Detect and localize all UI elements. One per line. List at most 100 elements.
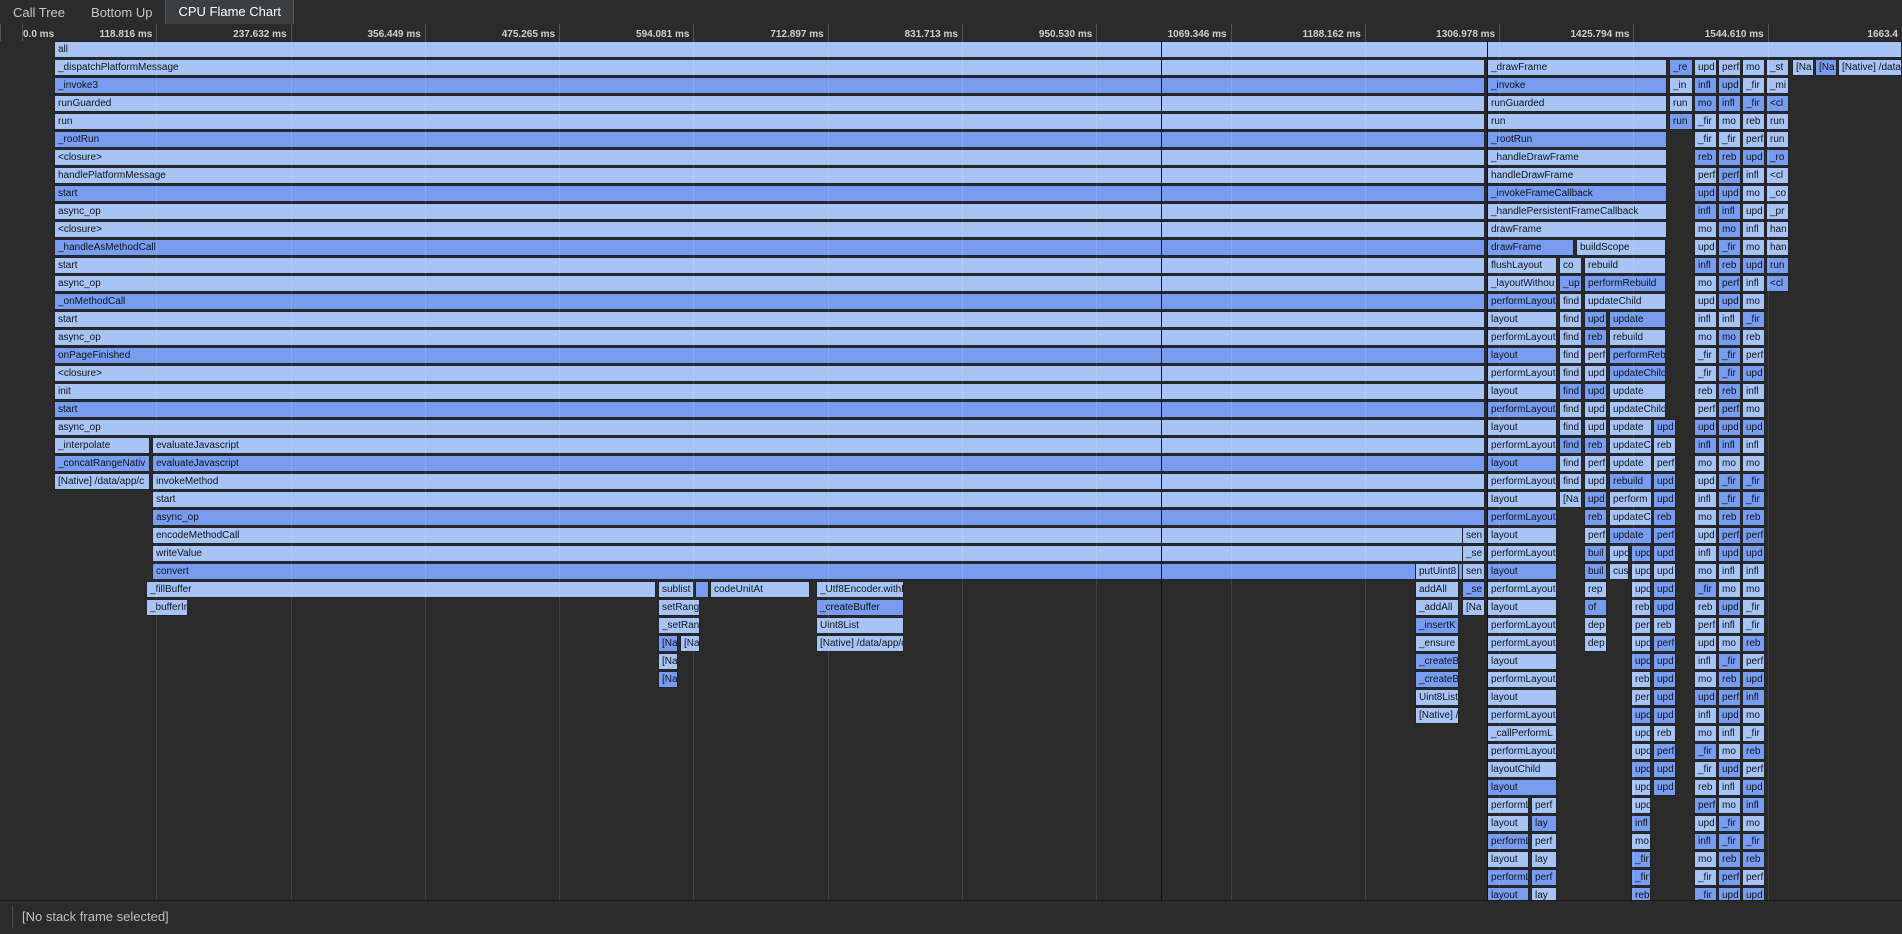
- stack-frame[interactable]: mo: [1742, 707, 1765, 724]
- stack-frame[interactable]: mo: [1742, 239, 1765, 256]
- stack-frame[interactable]: _fir: [1742, 617, 1765, 634]
- stack-frame[interactable]: upd: [1694, 59, 1717, 76]
- stack-frame[interactable]: infl: [1718, 203, 1741, 220]
- stack-frame[interactable]: upd: [1653, 653, 1676, 670]
- stack-frame[interactable]: <cl: [1766, 167, 1789, 184]
- stack-frame[interactable]: encodeMethodCall: [152, 527, 1485, 544]
- stack-frame[interactable]: performL: [1487, 833, 1529, 850]
- stack-frame[interactable]: [Na: [658, 635, 678, 652]
- stack-frame[interactable]: <cl: [1766, 275, 1789, 292]
- stack-frame[interactable]: updateC: [1609, 509, 1652, 526]
- stack-frame[interactable]: _fir: [1718, 473, 1741, 490]
- stack-frame[interactable]: _fir: [1694, 581, 1717, 598]
- stack-frame[interactable]: mo: [1718, 455, 1741, 472]
- stack-frame[interactable]: infl: [1694, 491, 1717, 508]
- stack-frame[interactable]: upd: [1653, 779, 1676, 796]
- stack-frame[interactable]: run: [54, 113, 1485, 130]
- stack-frame[interactable]: dep: [1584, 635, 1607, 652]
- stack-frame[interactable]: find: [1559, 437, 1582, 454]
- stack-frame[interactable]: upd: [1718, 419, 1741, 436]
- stack-frame[interactable]: han: [1766, 239, 1789, 256]
- stack-frame[interactable]: find: [1559, 293, 1582, 310]
- stack-frame[interactable]: mo: [1694, 563, 1717, 580]
- stack-frame[interactable]: upd: [1584, 365, 1607, 382]
- stack-frame[interactable]: upd: [1584, 473, 1607, 490]
- stack-frame[interactable]: _fir: [1742, 311, 1765, 328]
- stack-frame[interactable]: _drawFrame: [1487, 59, 1667, 76]
- stack-frame[interactable]: rebuild: [1584, 257, 1666, 274]
- stack-frame[interactable]: performLayout: [1487, 509, 1557, 526]
- stack-frame[interactable]: Uint8List: [816, 617, 904, 634]
- stack-frame[interactable]: reb: [1718, 383, 1741, 400]
- stack-frame[interactable]: _fir: [1718, 653, 1741, 670]
- stack-frame[interactable]: runGuarded: [1487, 95, 1667, 112]
- stack-frame[interactable]: upd: [1653, 689, 1676, 706]
- stack-frame[interactable]: perf: [1694, 401, 1717, 418]
- stack-frame[interactable]: async_op: [54, 275, 1485, 292]
- stack-frame[interactable]: _handlePersistentFrameCallback: [1487, 203, 1667, 220]
- stack-frame[interactable]: upd: [1718, 599, 1741, 616]
- stack-frame[interactable]: async_op: [54, 419, 1485, 436]
- stack-frame[interactable]: _mi: [1766, 77, 1789, 94]
- stack-frame[interactable]: upd: [1694, 293, 1717, 310]
- stack-frame[interactable]: _fir: [1742, 491, 1765, 508]
- stack-frame[interactable]: layout: [1487, 527, 1557, 544]
- stack-frame[interactable]: upd: [1631, 563, 1651, 580]
- stack-frame[interactable]: _pr: [1766, 203, 1789, 220]
- stack-frame[interactable]: upd: [1631, 653, 1651, 670]
- stack-frame[interactable]: find: [1559, 329, 1582, 346]
- stack-frame[interactable]: run: [1766, 113, 1789, 130]
- stack-frame[interactable]: upd: [1631, 581, 1651, 598]
- stack-frame[interactable]: Uint8List: [1415, 689, 1459, 706]
- stack-frame[interactable]: lay: [1531, 815, 1557, 832]
- stack-frame[interactable]: upd: [1718, 761, 1741, 778]
- stack-frame[interactable]: _fir: [1694, 887, 1717, 901]
- stack-frame[interactable]: run: [1766, 131, 1789, 148]
- stack-frame[interactable]: upd: [1653, 419, 1676, 436]
- stack-frame[interactable]: layout: [1487, 419, 1557, 436]
- stack-frame[interactable]: upd: [1718, 77, 1741, 94]
- stack-frame[interactable]: run: [1669, 113, 1693, 130]
- stack-frame[interactable]: _createB: [1415, 671, 1459, 688]
- stack-frame[interactable]: infl: [1694, 203, 1717, 220]
- stack-frame[interactable]: writeValue: [152, 545, 1485, 562]
- stack-frame[interactable]: update: [1609, 527, 1652, 544]
- stack-frame[interactable]: _fir: [1694, 365, 1717, 382]
- stack-frame[interactable]: reb: [1742, 329, 1765, 346]
- stack-frame[interactable]: layout: [1487, 779, 1557, 796]
- stack-frame[interactable]: upd: [1694, 815, 1717, 832]
- stack-frame[interactable]: upd: [1742, 257, 1765, 274]
- stack-frame[interactable]: find: [1559, 455, 1582, 472]
- tab-bottom-up[interactable]: Bottom Up: [91, 5, 153, 20]
- stack-frame[interactable]: infl: [1718, 95, 1741, 112]
- stack-frame[interactable]: _fir: [1742, 95, 1765, 112]
- stack-frame[interactable]: infl: [1718, 311, 1741, 328]
- stack-frame[interactable]: mo: [1718, 113, 1741, 130]
- stack-frame[interactable]: upd: [1718, 707, 1741, 724]
- stack-frame[interactable]: sublist: [658, 581, 694, 598]
- stack-frame[interactable]: infl: [1694, 257, 1717, 274]
- stack-frame[interactable]: _fir: [1694, 761, 1717, 778]
- stack-frame[interactable]: upd: [1631, 707, 1651, 724]
- stack-frame[interactable]: reb: [1694, 599, 1717, 616]
- stack-frame[interactable]: perf: [1694, 797, 1717, 814]
- stack-frame[interactable]: reb: [1718, 671, 1741, 688]
- stack-frame[interactable]: upd: [1694, 239, 1717, 256]
- stack-frame[interactable]: upd: [1653, 707, 1676, 724]
- stack-frame[interactable]: perf: [1694, 167, 1717, 184]
- stack-frame[interactable]: perf: [1742, 761, 1765, 778]
- stack-frame[interactable]: perf: [1718, 869, 1741, 886]
- stack-frame[interactable]: upd: [1742, 149, 1765, 166]
- stack-frame[interactable]: infl: [1718, 437, 1741, 454]
- stack-frame[interactable]: evaluateJavascript: [152, 437, 1485, 454]
- stack-frame[interactable]: infl: [1694, 545, 1717, 562]
- stack-frame[interactable]: mo: [1694, 671, 1717, 688]
- stack-frame[interactable]: reb: [1653, 725, 1676, 742]
- stack-frame[interactable]: <closure>: [54, 365, 1485, 382]
- stack-frame[interactable]: infl: [1742, 797, 1765, 814]
- stack-frame[interactable]: performLayout: [1487, 365, 1557, 382]
- stack-frame[interactable]: upd: [1694, 689, 1717, 706]
- stack-frame[interactable]: _handleAsMethodCall: [54, 239, 1485, 256]
- stack-frame[interactable]: upd: [1631, 725, 1651, 742]
- stack-frame[interactable]: [Native] /data/app/c: [54, 473, 150, 490]
